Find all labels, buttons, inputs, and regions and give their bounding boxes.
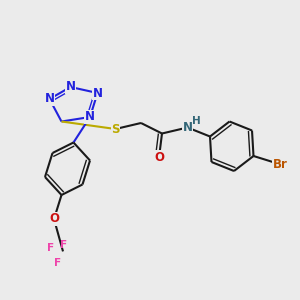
Text: N: N [44, 92, 55, 106]
Text: S: S [111, 122, 120, 136]
Text: O: O [154, 151, 164, 164]
Text: Br: Br [273, 158, 288, 171]
Text: N: N [92, 86, 103, 100]
Text: N: N [65, 80, 76, 94]
Text: O: O [49, 212, 59, 226]
Text: N: N [85, 110, 95, 124]
Text: F: F [60, 240, 67, 250]
Text: H: H [191, 116, 200, 127]
Text: F: F [47, 243, 54, 254]
Text: N: N [182, 121, 193, 134]
Text: F: F [54, 258, 61, 268]
